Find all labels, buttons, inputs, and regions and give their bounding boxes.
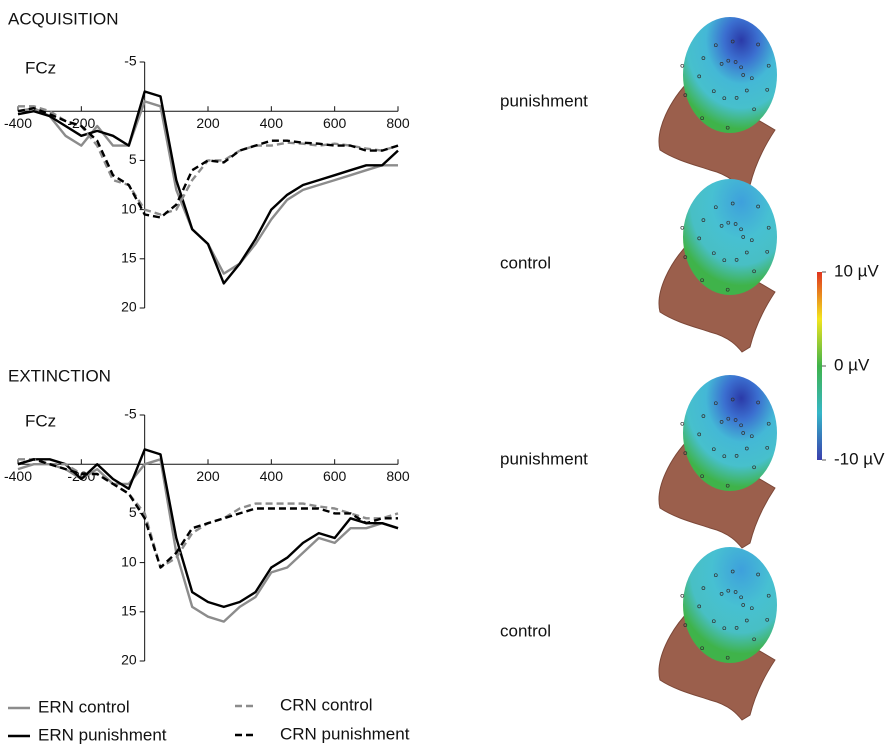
- topomap: [659, 179, 777, 352]
- condition-label: control: [500, 621, 551, 640]
- scalp: [683, 179, 777, 295]
- x-tick-label: 800: [386, 115, 410, 131]
- legend-label: ERN control: [38, 697, 130, 716]
- topomap: [659, 375, 777, 548]
- x-tick-label: 800: [386, 468, 410, 484]
- y-tick-label: 5: [129, 151, 137, 167]
- electrode: [681, 422, 684, 425]
- y-tick-label: -5: [124, 406, 137, 422]
- electrode: [681, 226, 684, 229]
- legend-label: CRN punishment: [280, 724, 410, 743]
- x-tick-label: 200: [196, 115, 220, 131]
- colorbar: [817, 272, 822, 460]
- topomap: [659, 547, 777, 720]
- electrode: [681, 64, 684, 67]
- x-tick-label: -400: [4, 468, 32, 484]
- legend-label: ERN punishment: [38, 725, 167, 744]
- topomaps: [659, 17, 777, 720]
- x-tick-label: 400: [260, 115, 284, 131]
- scalp: [683, 375, 777, 491]
- condition-label: control: [500, 253, 551, 272]
- chart-title: ACQUISITION: [8, 9, 119, 28]
- electrode: [681, 594, 684, 597]
- x-tick-label: 200: [196, 468, 220, 484]
- chart-title: EXTINCTION: [8, 366, 111, 385]
- colorbar-label: 0 µV: [834, 355, 870, 374]
- y-tick-label: 10: [121, 200, 137, 216]
- scalp: [683, 547, 777, 663]
- y-tick-label: -5: [124, 53, 137, 69]
- x-tick-label: 400: [260, 468, 284, 484]
- x-tick-label: 600: [323, 468, 347, 484]
- condition-label: punishment: [500, 449, 588, 468]
- y-tick-label: 10: [121, 553, 137, 569]
- channel-label: FCz: [25, 411, 56, 430]
- y-tick-label: 20: [121, 299, 137, 315]
- x-tick-label: 600: [323, 115, 347, 131]
- figure: ACQUISITIONFCz-55101520-400-200200400600…: [0, 0, 886, 746]
- channel-label: FCz: [25, 58, 56, 77]
- topomap: [659, 17, 777, 190]
- x-tick-label: -400: [4, 115, 32, 131]
- y-tick-label: 15: [121, 603, 137, 619]
- scalp: [683, 17, 777, 133]
- condition-label: punishment: [500, 91, 588, 110]
- colorbar-label: -10 µV: [834, 449, 885, 468]
- y-tick-label: 20: [121, 652, 137, 668]
- y-tick-label: 15: [121, 250, 137, 266]
- legend-label: CRN control: [280, 695, 373, 714]
- colorbar-label: 10 µV: [834, 261, 879, 280]
